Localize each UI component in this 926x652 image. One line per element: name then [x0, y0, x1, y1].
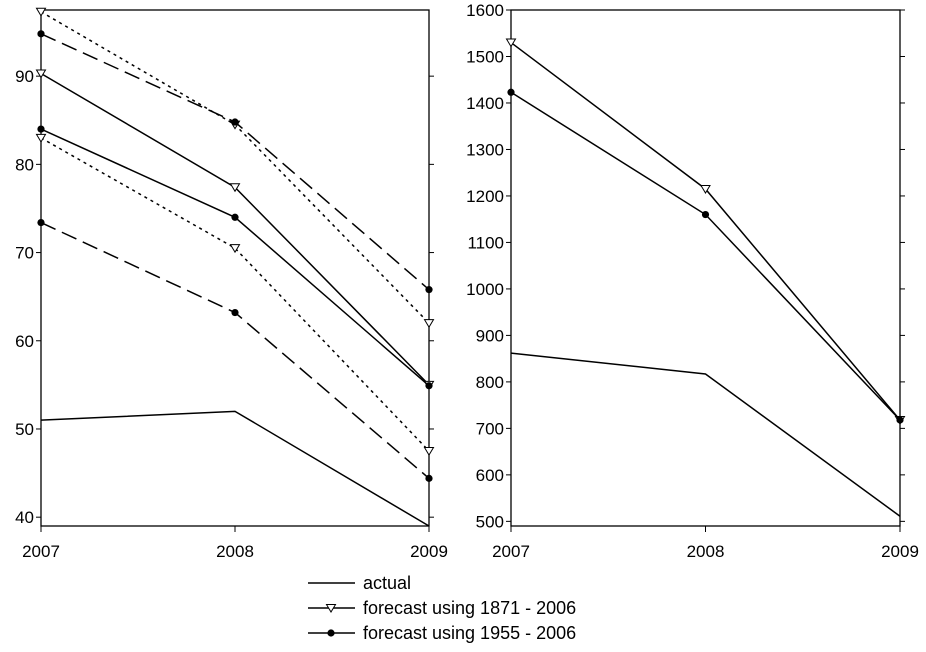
series-line	[40, 128, 430, 387]
x-tick-label: 2007	[22, 542, 60, 561]
data-point	[37, 218, 45, 227]
y-tick-label: 40	[15, 508, 34, 527]
series-line	[510, 91, 901, 421]
y-tick-label: 1300	[466, 140, 504, 159]
series-0	[510, 352, 901, 517]
series-2	[507, 88, 904, 424]
y-tick-label: 1200	[466, 187, 504, 206]
series-1	[35, 69, 435, 390]
data-point	[423, 447, 435, 456]
data-point	[700, 184, 711, 194]
series-1	[505, 38, 906, 425]
y-tick-label: 1000	[466, 280, 504, 299]
series-line	[40, 221, 430, 479]
data-point	[231, 213, 239, 221]
y-tick-label: 1100	[467, 233, 504, 252]
series-line	[40, 11, 430, 324]
y-tick-label: 90	[15, 67, 34, 86]
legend-entry: actual	[308, 573, 411, 593]
x-tick-label: 2009	[881, 542, 919, 561]
data-point	[896, 416, 904, 424]
y-tick-label: 1400	[466, 94, 504, 113]
legend-marker	[327, 629, 335, 637]
series-4	[35, 133, 435, 456]
data-point	[425, 382, 433, 390]
series-line	[510, 352, 901, 517]
legend-entry: forecast using 1955 - 2006	[308, 623, 576, 643]
data-point	[701, 210, 710, 219]
data-point	[35, 133, 47, 143]
plot-frame	[40, 9, 430, 527]
x-tick-label: 2008	[216, 542, 254, 561]
series-3	[35, 7, 435, 329]
y-tick-label: 500	[476, 512, 504, 531]
y-tick-label: 700	[476, 419, 504, 438]
data-point	[231, 308, 239, 317]
series-2	[37, 125, 433, 390]
data-point	[231, 118, 239, 126]
x-tick-label: 2009	[410, 542, 448, 561]
y-tick-label: 600	[476, 466, 504, 485]
data-point	[37, 30, 45, 38]
right-chart-panel: 500 600 700 800 900 1000 1100 1200 1300 1400 1500 1…	[466, 1, 919, 561]
series-5	[37, 30, 433, 294]
y-tick-label: 1500	[466, 47, 504, 66]
y-tick-label: 900	[476, 326, 504, 345]
series-line	[40, 410, 430, 527]
legend-label: forecast using 1955 - 2006	[363, 623, 576, 643]
data-point	[425, 474, 433, 482]
data-point	[423, 319, 435, 329]
data-point	[35, 69, 47, 79]
legend-entry: forecast using 1871 - 2006	[308, 598, 576, 618]
data-point	[229, 244, 241, 254]
series-line	[510, 41, 901, 421]
y-tick-label: 70	[15, 244, 34, 263]
data-point	[229, 183, 241, 193]
data-point	[505, 38, 517, 48]
data-point	[37, 125, 45, 133]
x-tick-label: 2008	[687, 542, 725, 561]
legend-label: forecast using 1871 - 2006	[363, 598, 576, 618]
series-6	[37, 218, 433, 482]
left-chart-panel: 40 50 60 70 80 90 2007 2008 2009	[15, 7, 448, 561]
y-tick-label: 50	[15, 420, 34, 439]
y-tick-label: 60	[15, 332, 34, 351]
legend: actual forecast using 1871 - 2006 forecast…	[308, 573, 576, 643]
data-point	[35, 7, 47, 17]
y-tick-label: 1600	[466, 1, 504, 20]
x-tick-label: 2007	[492, 542, 530, 561]
data-point	[507, 88, 515, 96]
legend-marker	[325, 604, 337, 613]
y-tick-label: 80	[15, 155, 34, 174]
y-tick-label: 800	[476, 373, 504, 392]
series-0	[40, 410, 430, 527]
legend-label: actual	[363, 573, 411, 593]
data-point	[425, 286, 433, 294]
